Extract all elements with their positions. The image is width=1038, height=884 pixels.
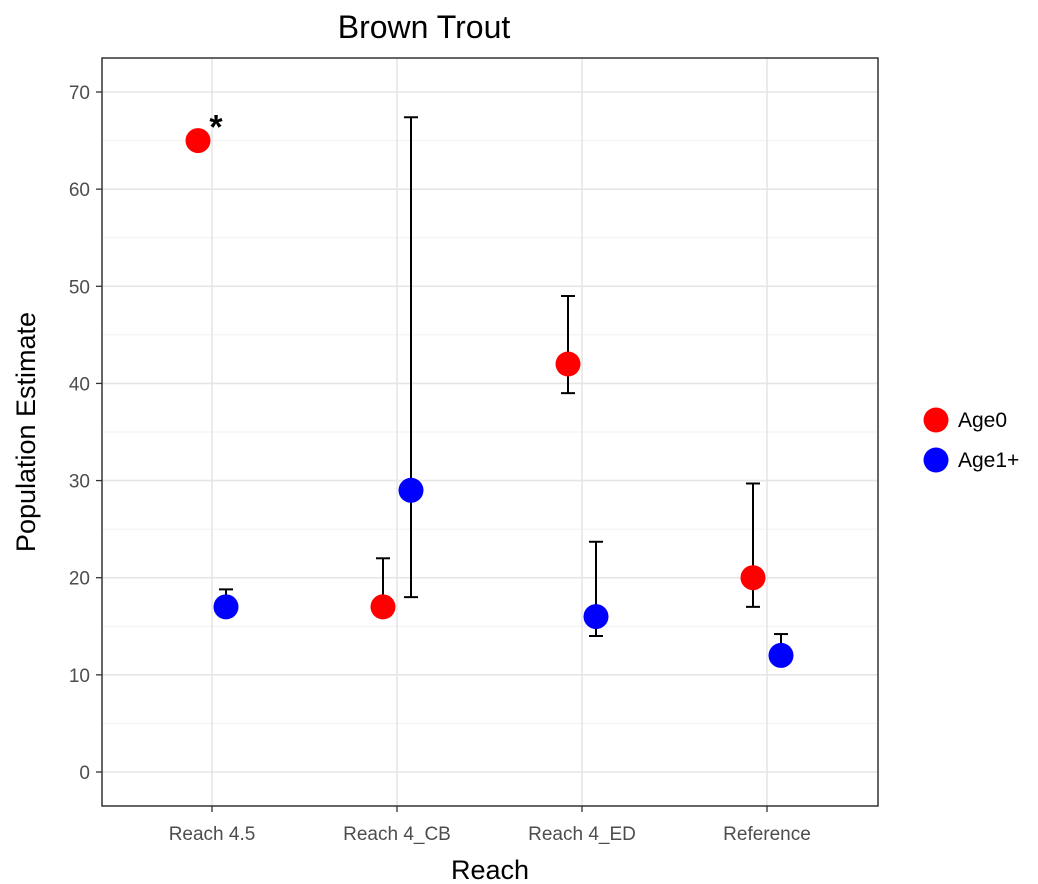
plot-panel-border (101, 57, 879, 807)
y-tick-label: 50 (69, 277, 90, 298)
y-tick-label: 40 (69, 374, 90, 395)
legend-key-age1 (923, 447, 949, 473)
data-point-age1 (398, 477, 424, 503)
data-point-age1 (583, 604, 609, 630)
data-point-age0 (740, 565, 766, 591)
y-tick-label: 0 (79, 763, 90, 784)
y-tick-label: 20 (69, 569, 90, 590)
y-axis-title: Population Estimate (11, 312, 41, 552)
y-tick-label: 30 (69, 472, 90, 493)
data-point-age1 (768, 642, 794, 668)
significance-annotation: * (209, 109, 223, 147)
data-point-age1 (213, 594, 239, 620)
x-tick-label: Reach 4_CB (343, 824, 451, 845)
data-point-age0 (185, 128, 211, 154)
data-point-age0 (370, 594, 396, 620)
error-bars (219, 116, 788, 657)
annotations: * (209, 109, 223, 147)
data-point-age0 (555, 351, 581, 377)
data-points (185, 128, 794, 668)
legend-label: Age0 (958, 409, 1007, 432)
x-tick-label: Reach 4.5 (169, 824, 256, 845)
x-axis-ticks: Reach 4.5 Reach 4_CB Reach 4_ED Reference (169, 806, 811, 845)
x-axis-title: Reach (451, 855, 529, 884)
x-tick-label: Reach 4_ED (528, 824, 636, 845)
legend-label: Age1+ (958, 449, 1019, 472)
chart-title: Brown Trout (338, 9, 511, 45)
x-tick-label: Reference (723, 824, 811, 845)
y-tick-label: 70 (69, 83, 90, 104)
y-tick-label: 60 (69, 180, 90, 201)
legend: Age0 Age1+ (923, 407, 1019, 473)
y-tick-label: 10 (69, 666, 90, 687)
y-axis-ticks: 0 10 20 30 40 50 60 70 (69, 83, 102, 784)
legend-key-age0 (923, 407, 949, 433)
